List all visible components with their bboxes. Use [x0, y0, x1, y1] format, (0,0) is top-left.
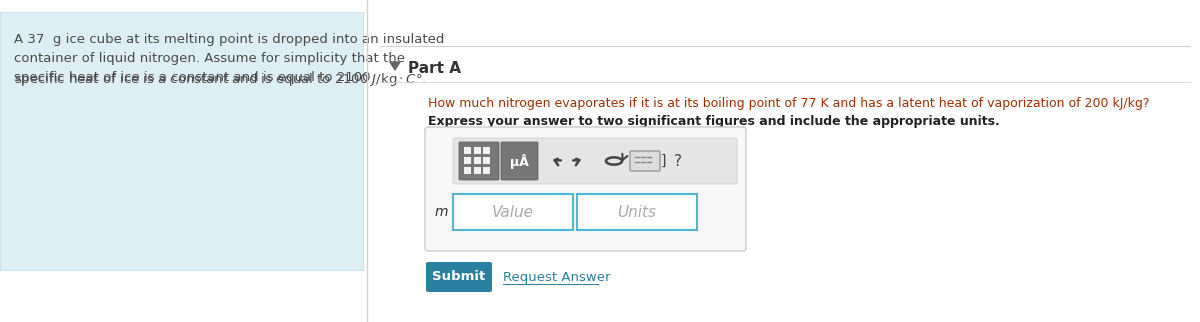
Text: m =: m =: [436, 205, 464, 219]
Text: container of liquid nitrogen. Assume for simplicity that the: container of liquid nitrogen. Assume for…: [14, 52, 406, 65]
Text: A 37  g ice cube at its melting point is dropped into an insulated: A 37 g ice cube at its melting point is …: [14, 33, 444, 46]
Text: Part A: Part A: [408, 61, 461, 75]
FancyBboxPatch shape: [464, 147, 470, 154]
FancyBboxPatch shape: [464, 157, 470, 164]
Text: specific heat of ice is a constant and is equal to 2100: specific heat of ice is a constant and i…: [14, 71, 374, 84]
FancyBboxPatch shape: [454, 194, 574, 230]
FancyBboxPatch shape: [0, 12, 364, 270]
Text: μÅ: μÅ: [510, 154, 529, 168]
FancyBboxPatch shape: [426, 262, 492, 292]
Text: specific heat of ice is a constant and is equal to 2100 $J/\mathrm{kg} \cdot C°$: specific heat of ice is a constant and i…: [14, 71, 426, 88]
FancyBboxPatch shape: [474, 157, 481, 164]
FancyBboxPatch shape: [502, 142, 538, 180]
Text: Value: Value: [492, 204, 534, 220]
FancyBboxPatch shape: [482, 157, 490, 164]
FancyBboxPatch shape: [425, 127, 746, 251]
FancyBboxPatch shape: [482, 147, 490, 154]
Text: Request Answer: Request Answer: [503, 270, 611, 283]
Text: ?: ?: [674, 154, 682, 168]
Polygon shape: [390, 62, 400, 70]
FancyBboxPatch shape: [630, 151, 660, 171]
Text: Express your answer to two significant figures and include the appropriate units: Express your answer to two significant f…: [428, 115, 1000, 128]
FancyBboxPatch shape: [454, 138, 737, 184]
FancyBboxPatch shape: [464, 167, 470, 174]
FancyBboxPatch shape: [458, 142, 499, 180]
FancyBboxPatch shape: [482, 167, 490, 174]
Text: How much nitrogen evaporates if it is at its boiling point of 77 K and has a lat: How much nitrogen evaporates if it is at…: [428, 97, 1150, 110]
FancyBboxPatch shape: [474, 147, 481, 154]
Text: Submit: Submit: [432, 270, 486, 283]
FancyBboxPatch shape: [577, 194, 697, 230]
Text: Units: Units: [618, 204, 656, 220]
FancyBboxPatch shape: [474, 167, 481, 174]
Text: ]: ]: [661, 154, 666, 168]
